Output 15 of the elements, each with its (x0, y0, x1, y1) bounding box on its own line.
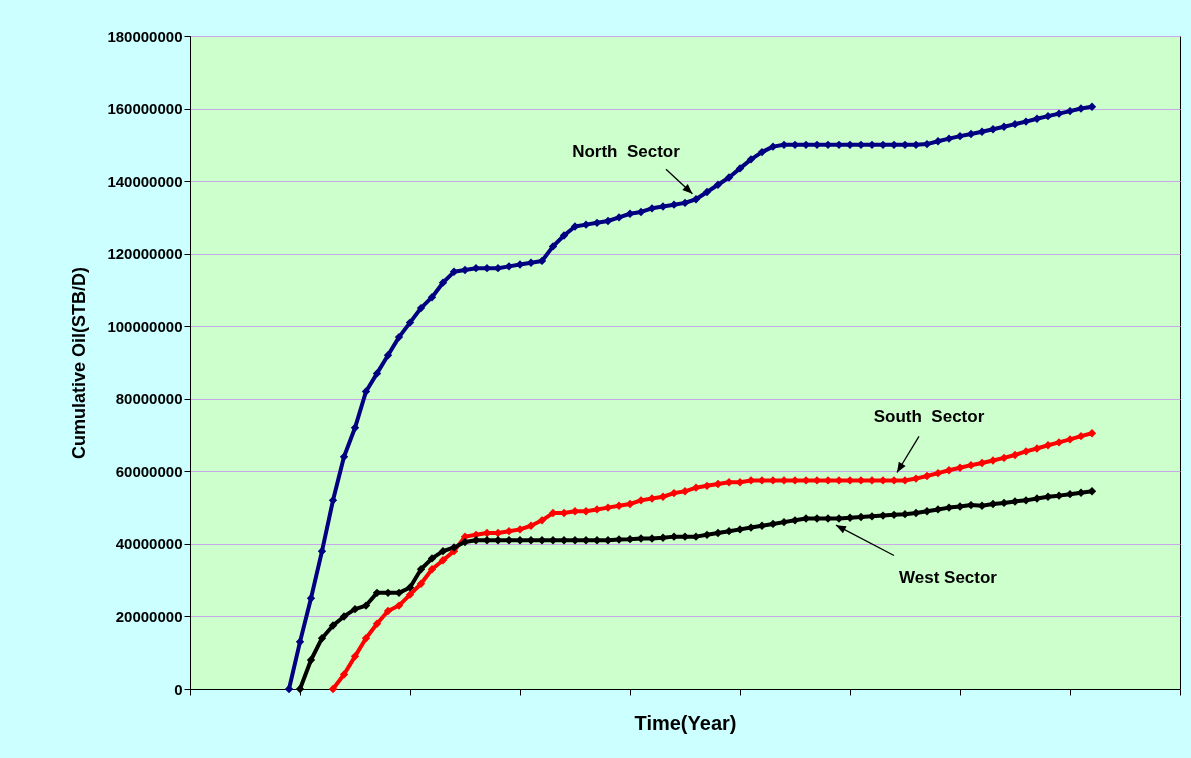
text: West Sector (899, 568, 998, 588)
y-tick-label: 120000000 (107, 245, 183, 263)
y-tick-label: 20000000 (115, 607, 183, 625)
y-tick-label: 100000000 (107, 317, 183, 335)
y-tick-label: 0 (174, 680, 183, 698)
y-tick-label: 160000000 (107, 100, 183, 118)
y-axis-title: Cumulative Oil(STB/D) (69, 266, 90, 460)
x-axis-title: Time(Year) (634, 712, 737, 734)
y-tick-label: 60000000 (115, 462, 183, 480)
text: North Sector (572, 142, 681, 162)
y-tick-label: 80000000 (115, 390, 183, 408)
y-tick-label: 140000000 (107, 172, 183, 190)
y-tick-label: 40000000 (115, 535, 183, 553)
series-label: South Sector (873, 407, 985, 427)
y-tick-label: 180000000 (107, 27, 183, 45)
